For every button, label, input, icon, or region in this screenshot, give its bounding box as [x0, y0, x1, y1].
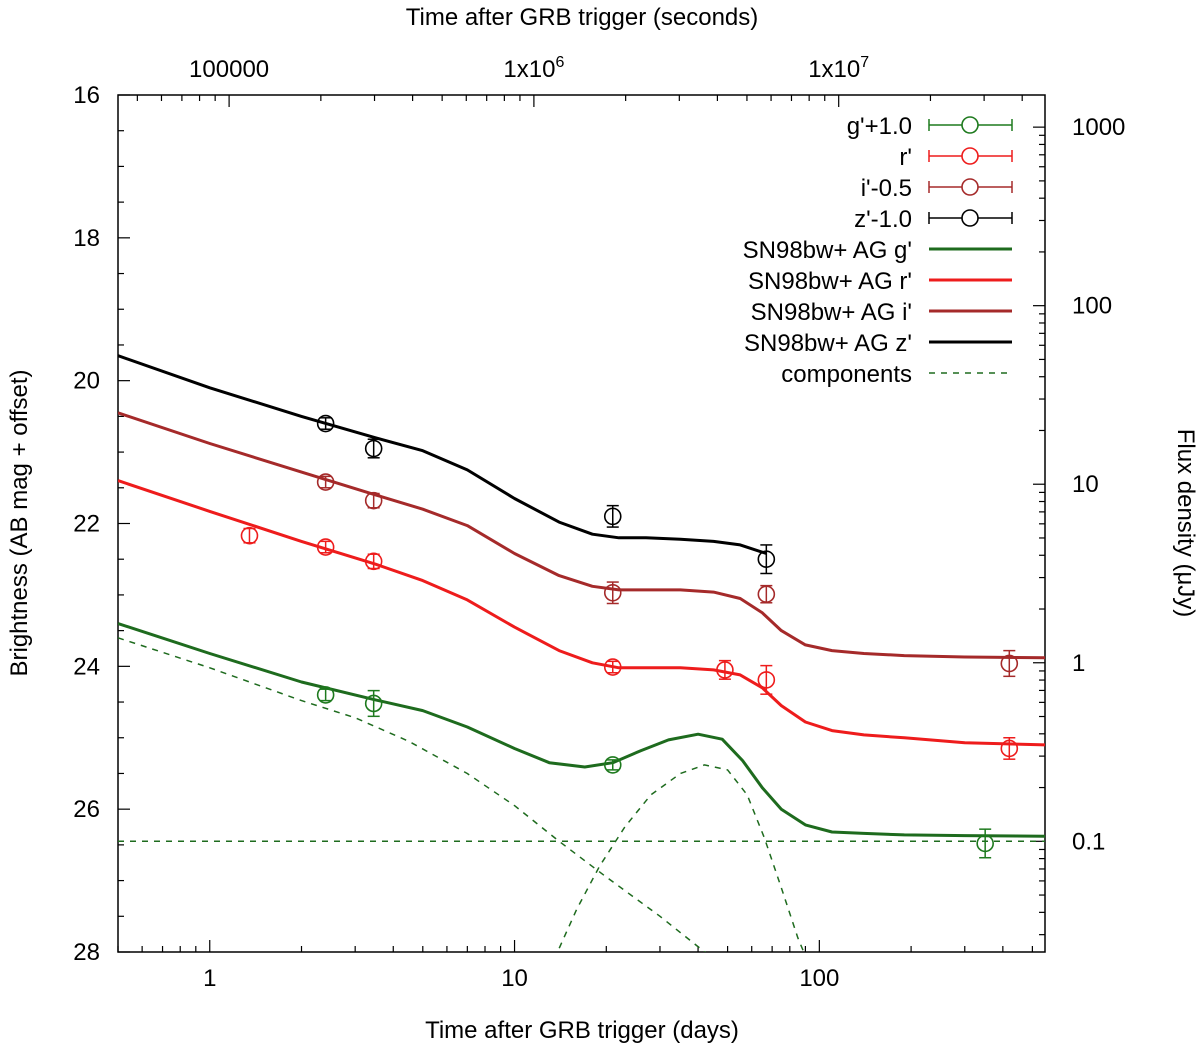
x-tick-label: 1 — [203, 965, 216, 992]
model-line-3 — [118, 354, 767, 555]
point-marker — [757, 585, 776, 604]
point-marker — [364, 439, 383, 458]
model-line-2 — [118, 411, 1045, 660]
x2-tick-label-base: 100000 — [189, 56, 269, 83]
point-marker — [603, 756, 622, 774]
y2-tick-label: 1 — [1072, 650, 1085, 677]
x2-tick-label-base: 1x10 — [808, 56, 860, 83]
point-marker — [364, 552, 383, 571]
point-marker — [316, 414, 335, 433]
legend-label: i'-0.5 — [861, 175, 912, 202]
y-axis-title: Brightness (AB mag + offset) — [6, 369, 33, 676]
y-tick-label: 16 — [73, 82, 100, 109]
x2-tick-label-exponent: 7 — [860, 54, 869, 71]
data-points — [240, 414, 1019, 859]
legend: g'+1.0 r' i'-0.5 z'-1.0 SN98bw+ AG g' SN98bw+… — [743, 113, 1013, 388]
x2-tick-label: 1x106 — [503, 54, 564, 83]
component-supernova-line — [556, 764, 805, 952]
data-point — [757, 544, 776, 575]
y-tick-label: 26 — [73, 796, 100, 823]
point-marker — [1000, 739, 1019, 758]
data-point — [757, 664, 776, 695]
y-tick-label: 18 — [73, 225, 100, 252]
data-point — [364, 438, 383, 459]
point-marker — [716, 661, 734, 679]
y2-axis-title: Flux density (μJy) — [1172, 429, 1199, 618]
data-point — [603, 504, 622, 528]
data-point — [603, 581, 622, 605]
legend-label: SN98bw+ AG g' — [743, 237, 912, 264]
data-point — [1000, 737, 1019, 760]
point-marker — [316, 686, 335, 704]
y2-tick-label: 1000 — [1072, 114, 1125, 141]
legend-label: r' — [899, 144, 912, 171]
data-point — [757, 584, 776, 604]
legend-marker — [961, 178, 979, 196]
point-marker — [1000, 654, 1019, 673]
legend-label: SN98bw+ AG z' — [744, 330, 912, 357]
legend-label: components — [781, 361, 912, 388]
y2-tick-label: 10 — [1072, 471, 1099, 498]
legend-marker — [961, 116, 979, 134]
data-point — [716, 659, 734, 680]
point-marker — [603, 658, 622, 676]
x2-tick-label-exponent: 6 — [555, 54, 564, 71]
model-curves — [118, 354, 1045, 838]
point-marker — [603, 583, 622, 602]
data-point — [1000, 649, 1019, 678]
model-line-1 — [118, 479, 1045, 747]
legend-marker — [961, 209, 979, 227]
y2-tick-label: 100 — [1072, 293, 1112, 320]
point-marker — [364, 491, 383, 510]
component-afterglow-line — [118, 637, 706, 952]
x-tick-label: 10 — [501, 965, 528, 992]
point-marker — [757, 550, 776, 569]
x-tick-label: 100 — [799, 965, 839, 992]
point-marker — [603, 507, 622, 526]
data-point — [603, 658, 622, 676]
legend-label: SN98bw+ AG r' — [748, 268, 912, 295]
y-tick-label: 24 — [73, 653, 100, 680]
data-point — [316, 414, 335, 433]
data-point — [603, 756, 622, 774]
x2-tick-label-base: 1x10 — [503, 56, 555, 83]
data-point — [316, 686, 335, 704]
data-point — [976, 828, 994, 859]
data-point — [316, 538, 335, 556]
y2-tick-label: 0.1 — [1072, 828, 1105, 855]
data-point — [240, 526, 259, 545]
component-curves — [118, 637, 1045, 952]
x2-tick-label: 1x107 — [808, 54, 869, 83]
legend-marker — [961, 147, 979, 165]
y-tick-label: 20 — [73, 368, 100, 395]
point-marker — [364, 694, 383, 713]
point-marker — [976, 834, 994, 853]
data-point — [316, 473, 335, 491]
data-point — [364, 491, 383, 510]
model-line-0 — [118, 622, 1045, 838]
x-axis-title: Time after GRB trigger (days) — [425, 1017, 739, 1044]
x2-axis-title: Time after GRB trigger (seconds) — [406, 4, 759, 31]
legend-label: z'-1.0 — [854, 206, 912, 233]
y-tick-label: 22 — [73, 511, 100, 538]
point-marker — [240, 526, 259, 545]
point-marker — [757, 671, 776, 689]
point-marker — [316, 473, 335, 491]
y-tick-label: 28 — [73, 939, 100, 966]
x2-tick-label: 100000 — [189, 56, 269, 83]
legend-label: g'+1.0 — [847, 113, 912, 140]
point-marker — [316, 538, 335, 556]
data-point — [364, 552, 383, 571]
legend-label: SN98bw+ AG i' — [751, 299, 912, 326]
data-point — [364, 689, 383, 718]
